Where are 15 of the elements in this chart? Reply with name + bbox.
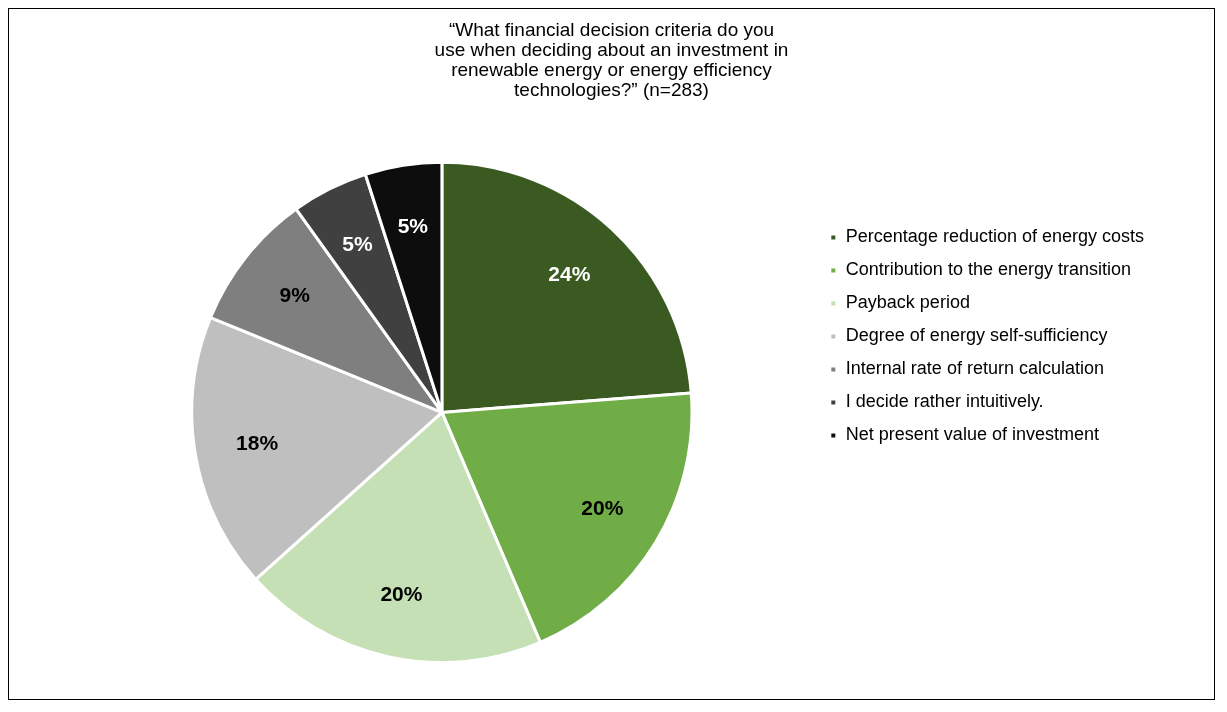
data-label: 20% bbox=[380, 582, 423, 606]
data-label: 5% bbox=[397, 213, 429, 237]
data-label: 24% bbox=[548, 261, 591, 285]
legend-label: Contribution to the energy transition bbox=[845, 259, 1131, 280]
data-label: 18% bbox=[236, 431, 279, 455]
legend-label: Net present value of investment bbox=[845, 424, 1099, 445]
data-label: 20% bbox=[581, 496, 624, 520]
data-label: 9% bbox=[279, 282, 311, 306]
chart-title: “What financial decision criteria do you use when deciding about an investment in renewable energy or energy efficiency technologies?” (n=283) bbox=[434, 19, 789, 101]
legend-label: Percentage reduction of energy costs bbox=[845, 226, 1145, 247]
legend-label: Internal rate of return calculation bbox=[845, 358, 1104, 379]
data-label: 5% bbox=[342, 231, 374, 255]
legend-label: Degree of energy self-sufficiency bbox=[845, 325, 1108, 346]
legend-label: Payback period bbox=[845, 292, 970, 313]
legend-label: I decide rather intuitively. bbox=[845, 391, 1044, 412]
